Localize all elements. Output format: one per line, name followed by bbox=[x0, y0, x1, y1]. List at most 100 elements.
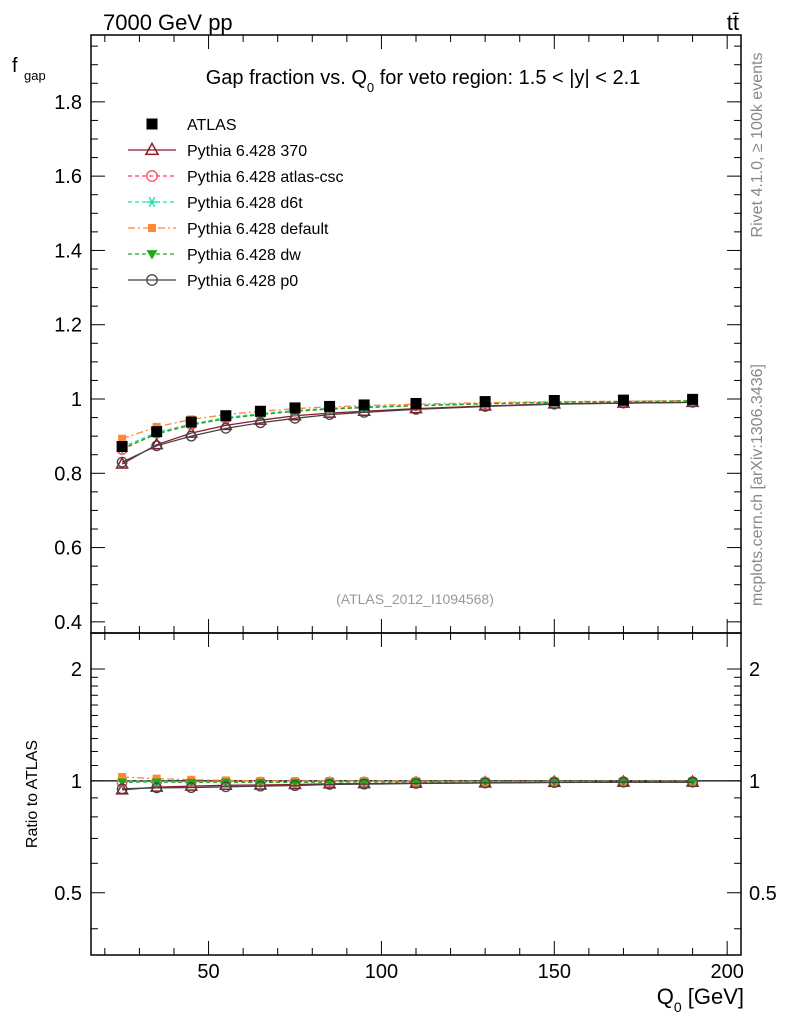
ratio-y-tick-label: 1 bbox=[71, 771, 82, 793]
mcplots-reference-label: mcplots.cern.ch [arXiv:1306.3436] bbox=[749, 364, 766, 606]
header-process-label: tt̄ bbox=[727, 10, 739, 35]
ratio-series-370 bbox=[115, 774, 700, 795]
series-ATLAS bbox=[116, 393, 699, 453]
ratio-y-tick-label-right: 0.5 bbox=[749, 883, 777, 905]
ratio-y-tick-label-right: 2 bbox=[749, 659, 760, 681]
ratio-point-dw bbox=[220, 778, 231, 788]
ratio-plot-frame bbox=[90, 632, 742, 956]
series-line-atlas-csc bbox=[121, 400, 693, 451]
legend-marker bbox=[146, 170, 158, 182]
y-tick-label: 1.2 bbox=[54, 315, 82, 337]
ratio-point-dw bbox=[117, 778, 128, 788]
series-dw bbox=[117, 397, 698, 454]
legend-marker bbox=[146, 196, 158, 208]
x-axis-label: Q0 [GeV] bbox=[657, 984, 744, 1015]
data-point-ATLAS bbox=[151, 426, 163, 438]
data-point-ATLAS bbox=[220, 410, 232, 422]
data-point-ATLAS bbox=[254, 405, 266, 417]
ratio-point-p0 bbox=[324, 779, 335, 790]
data-point-ATLAS bbox=[185, 416, 197, 428]
x-tick-label: 150 bbox=[538, 961, 571, 983]
series-370 bbox=[115, 394, 700, 469]
y-tick-label: 1.8 bbox=[54, 92, 82, 114]
legend-entry-d6t: Pythia 6.428 d6t bbox=[128, 195, 303, 212]
series-line-p0 bbox=[121, 401, 693, 463]
ratio-point-p0 bbox=[548, 777, 560, 788]
ratio-y-tick-label: 2 bbox=[71, 659, 82, 681]
ratio-series-p0 bbox=[116, 776, 698, 795]
y-tick-label: 0.6 bbox=[54, 538, 82, 560]
y-axis-label-subscript: gap bbox=[24, 68, 46, 83]
legend-marker bbox=[144, 141, 160, 156]
ratio-y-axis-label: Ratio to ATLAS bbox=[24, 740, 41, 848]
legend-marker bbox=[146, 250, 158, 260]
data-point-ATLAS bbox=[358, 399, 370, 411]
data-point-p0 bbox=[220, 422, 232, 434]
ratio-y-tick-label: 0.5 bbox=[54, 883, 82, 905]
data-point-p0 bbox=[289, 412, 301, 424]
legend-entry-atlas-csc: Pythia 6.428 atlas-csc bbox=[128, 169, 344, 186]
data-point-p0 bbox=[116, 456, 128, 468]
legend-label: ATLAS bbox=[187, 117, 237, 134]
x-tick-label: 200 bbox=[710, 961, 743, 983]
ratio-point-dw bbox=[359, 778, 370, 788]
main-panel: 0.4 0.6 0.8 1 1.2 1.4 1.6 1.8 f gap Gap fraction v… bbox=[12, 34, 742, 634]
legend-entry-default: Pythia 6.428 default bbox=[128, 221, 329, 238]
data-point-ATLAS bbox=[410, 397, 422, 409]
series-line-370 bbox=[121, 401, 693, 465]
ratio-point-default bbox=[118, 773, 127, 782]
ratio-line-p0 bbox=[122, 781, 693, 790]
data-point-370 bbox=[149, 437, 164, 450]
legend-marker bbox=[148, 224, 156, 232]
legend-marker bbox=[146, 118, 158, 130]
ratio-point-p0 bbox=[410, 778, 422, 789]
data-point-ATLAS bbox=[289, 402, 301, 414]
series-line-dw bbox=[121, 400, 693, 450]
analysis-watermark: (ATLAS_2012_I1094568) bbox=[336, 591, 494, 607]
legend-label: Pythia 6.428 default bbox=[187, 221, 329, 238]
legend-label: Pythia 6.428 dw bbox=[187, 247, 301, 264]
ratio-point-p0 bbox=[116, 783, 128, 795]
x-tick-label: 100 bbox=[365, 961, 398, 983]
data-point-ATLAS bbox=[324, 400, 336, 412]
ratio-point-p0 bbox=[255, 780, 266, 792]
y-tick-label: 0.4 bbox=[54, 612, 82, 634]
legend-entry-ATLAS: ATLAS bbox=[146, 117, 237, 134]
legend-entry-dw: Pythia 6.428 dw bbox=[128, 247, 301, 264]
y-tick-label: 1 bbox=[71, 389, 82, 411]
ratio-point-dw bbox=[255, 778, 266, 788]
series-line-d6t bbox=[121, 400, 693, 448]
data-point-p0 bbox=[151, 440, 163, 452]
y-tick-label: 1.6 bbox=[54, 166, 82, 188]
ratio-point-p0 bbox=[358, 778, 370, 790]
ratio-point-p0 bbox=[185, 782, 197, 794]
data-point-ATLAS bbox=[116, 441, 128, 453]
data-point-ATLAS bbox=[548, 394, 560, 406]
ratio-panel: 0.5 0.5 1 1 2 2 50 100 150 200 Ratio to ATLAS Q0 [G… bbox=[24, 632, 777, 1015]
legend: ATLAS Pythia 6.428 370 Pythia 6.428 atlas-… bbox=[128, 117, 344, 290]
data-point-ATLAS bbox=[617, 394, 629, 406]
y-tick-label: 0.8 bbox=[54, 463, 82, 485]
data-point-p0 bbox=[255, 417, 266, 429]
ratio-point-dw bbox=[411, 778, 421, 787]
legend-entry-370: Pythia 6.428 370 bbox=[128, 141, 307, 160]
ratio-point-p0 bbox=[618, 776, 629, 788]
ratio-point-p0 bbox=[289, 780, 301, 792]
legend-marker bbox=[146, 274, 158, 286]
ratio-y-tick-label-right: 1 bbox=[749, 771, 760, 793]
data-point-370 bbox=[115, 456, 129, 469]
legend-label: Pythia 6.428 370 bbox=[187, 143, 307, 160]
y-tick-label: 1.4 bbox=[54, 240, 82, 262]
chart-title: Gap fraction vs. Q0 for veto region: 1.5… bbox=[206, 67, 641, 95]
x-tick-label: 50 bbox=[197, 961, 219, 983]
data-point-ATLAS bbox=[479, 396, 491, 408]
ratio-point-p0 bbox=[151, 782, 163, 794]
legend-entry-p0: Pythia 6.428 p0 bbox=[128, 273, 298, 290]
data-point-default bbox=[118, 434, 127, 443]
legend-label: Pythia 6.428 p0 bbox=[187, 273, 298, 290]
ratio-point-p0 bbox=[479, 777, 491, 789]
legend-label: Pythia 6.428 atlas-csc bbox=[187, 169, 344, 186]
header-energy-label: 7000 GeV pp bbox=[103, 10, 233, 35]
data-point-p0 bbox=[185, 430, 197, 442]
